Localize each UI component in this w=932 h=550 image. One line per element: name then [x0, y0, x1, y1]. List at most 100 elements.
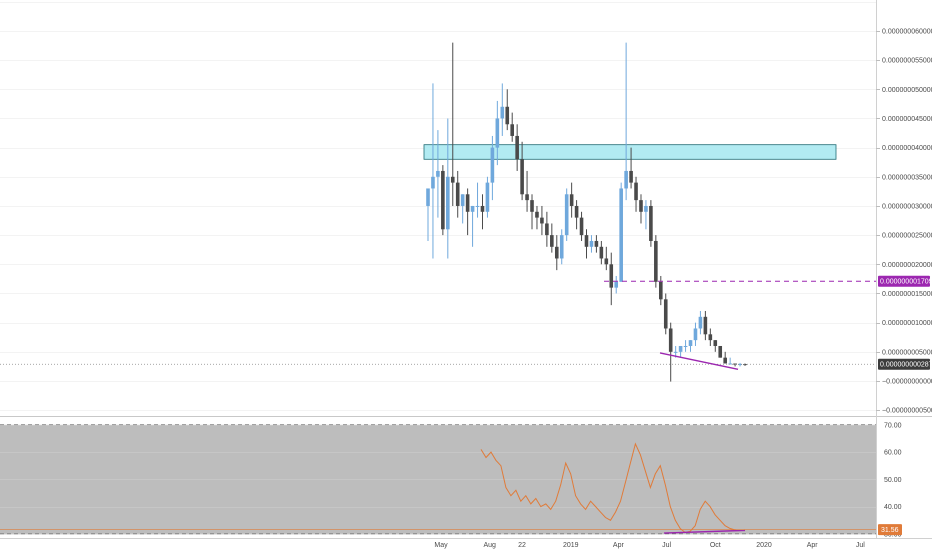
price-y-tick-label: 0.0000000250000 — [882, 233, 932, 240]
candle-body — [564, 194, 569, 236]
candle-body — [475, 205, 480, 207]
rsi-value-badge-text: 31.56 — [881, 527, 899, 534]
candle-body — [515, 135, 519, 160]
candle-body — [485, 182, 490, 212]
price-y-tick-label: 0.0000000450000 — [882, 116, 932, 123]
horizontal-level-badge — [878, 275, 930, 287]
candle-body — [525, 194, 529, 201]
rsi-value-badge — [878, 524, 902, 536]
candle-body — [455, 182, 460, 206]
price-levels — [0, 280, 876, 371]
rsi-grid — [0, 425, 876, 535]
current-price-badge-text: 0.0000000002873 — [880, 362, 932, 369]
candle-body — [584, 235, 589, 247]
candle-body — [599, 246, 604, 259]
x-ticks: May Aug 22 2019 Apr Jul Oct 2020 Apr Jul — [434, 542, 865, 549]
candle-body — [693, 328, 698, 341]
rsi-line — [480, 442, 746, 534]
x-tick-label: 2020 — [756, 542, 772, 549]
candle-body — [465, 194, 470, 212]
candle-body — [609, 264, 614, 288]
candle-body — [510, 124, 515, 136]
candle-body — [683, 345, 688, 347]
rsi-line-group — [0, 442, 876, 534]
price-trendline — [659, 352, 739, 371]
candle-body — [698, 316, 703, 329]
candle-body — [624, 170, 628, 189]
candle-body — [614, 281, 619, 288]
candle-body — [426, 188, 430, 206]
candle-body — [703, 316, 708, 335]
price-y-tick-label: 0.0000000300000 — [882, 203, 932, 210]
candle-body — [718, 345, 723, 358]
x-tick-label: 2019 — [563, 542, 579, 549]
candle-body — [431, 176, 435, 189]
price-y-tick-label: −0.0000000000000 — [882, 378, 932, 385]
price-y-tick-label: 0.0000000150000 — [882, 291, 932, 298]
candle-body — [446, 176, 450, 230]
price-badges: 0.0000000017099 0.0000000002873 — [878, 275, 932, 370]
candle-body — [649, 205, 653, 241]
rsi-y-tick-label: 60.00 — [884, 450, 902, 457]
candle-body — [441, 170, 445, 230]
candle-body — [708, 334, 713, 341]
candle-body — [550, 235, 554, 247]
candle-body — [436, 170, 440, 177]
candle-body — [738, 364, 742, 366]
candle-body — [574, 205, 579, 218]
candle-body — [530, 200, 534, 212]
price-y-tick-label: 0.0000000400000 — [882, 145, 932, 152]
price-y-tick-label: 0.0000000350000 — [882, 174, 932, 181]
candle-body — [480, 205, 485, 212]
rsi-panel — [0, 418, 876, 538]
x-tick-label: 22 — [518, 542, 526, 549]
candle-body — [604, 258, 609, 265]
candle-body — [554, 246, 559, 259]
x-tick-label: Apr — [613, 542, 625, 549]
rsi-trendline — [663, 529, 746, 534]
candle-body — [594, 240, 599, 247]
resistance-zone — [423, 144, 837, 160]
price-y-ticks: −0.0000000050000 −0.0000000000000 0.000000… — [876, 28, 932, 415]
candle-body — [589, 240, 594, 247]
candle-body — [668, 328, 673, 352]
candle-body — [658, 281, 663, 300]
candle-body — [569, 194, 574, 206]
candle-body — [743, 364, 747, 366]
price-y-tick-label: 0.0000000550000 — [882, 58, 932, 65]
rsi-y-tick-label: 40.00 — [884, 504, 902, 511]
candle-body — [579, 217, 584, 236]
candle-body — [505, 106, 510, 125]
candle-body — [500, 106, 505, 119]
candle-body — [639, 200, 643, 212]
candle-body — [545, 223, 549, 236]
x-tick-label: May — [434, 542, 448, 549]
candle-body — [540, 217, 544, 224]
x-tick-label: Apr — [807, 542, 819, 549]
candle-body — [619, 188, 623, 282]
candle-body — [723, 357, 727, 364]
candle-body — [644, 205, 648, 212]
candle-body — [663, 299, 668, 329]
candle-body — [470, 205, 475, 212]
price-panel — [0, 2, 876, 411]
x-tick-label: Jul — [856, 542, 865, 549]
price-y-tick-label: 0.0000000600000 — [882, 28, 932, 35]
candle-body — [688, 340, 693, 346]
price-y-tick-label: 0.0000000050000 — [882, 349, 932, 356]
candle-body — [520, 159, 524, 195]
price-y-tick-label: −0.0000000050000 — [882, 408, 932, 415]
candle-body — [450, 176, 455, 183]
candle-body — [673, 351, 678, 353]
x-tick-label: Oct — [710, 542, 721, 549]
horizontal-level-badge-text: 0.0000000017099 — [880, 279, 932, 286]
candle-body — [559, 235, 564, 259]
rsi-y-tick-label: 70.00 — [884, 422, 902, 429]
price-y-tick-label: 0.0000000100000 — [882, 320, 932, 327]
candle-body — [678, 345, 683, 352]
candle-body — [490, 147, 495, 183]
candle-body — [634, 182, 638, 201]
candle-body — [460, 194, 465, 206]
